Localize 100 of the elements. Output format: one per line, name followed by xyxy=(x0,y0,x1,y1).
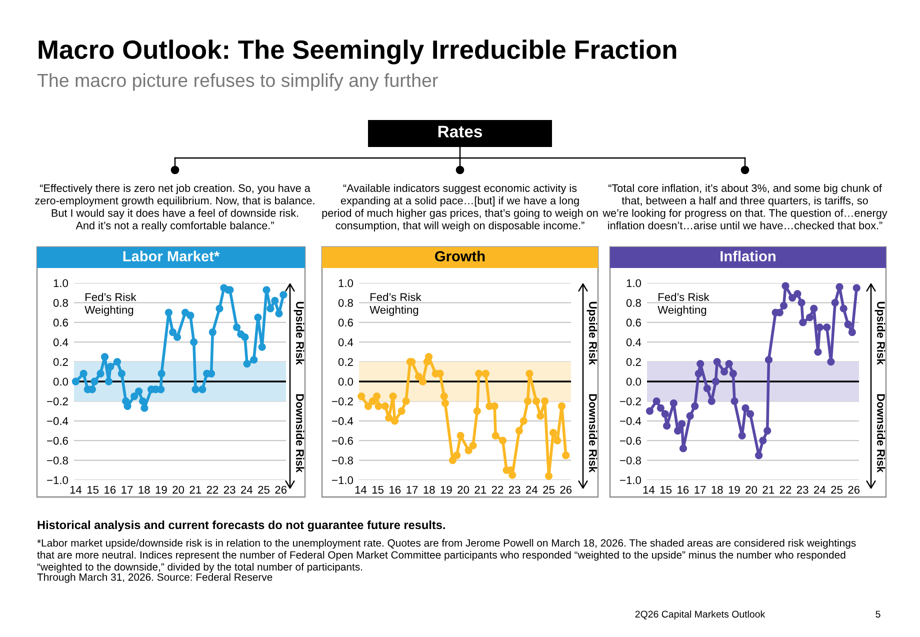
point xyxy=(271,296,279,305)
point xyxy=(746,410,754,418)
point xyxy=(708,397,716,406)
y-tick-label: −0.2 xyxy=(47,397,68,406)
point xyxy=(100,353,109,361)
point xyxy=(703,384,711,392)
y-tick-label: −0.2 xyxy=(620,397,641,406)
point xyxy=(280,291,288,299)
x-tick-label: 24 xyxy=(526,486,538,494)
point xyxy=(759,436,767,444)
point xyxy=(385,414,393,422)
y-tick-label: −1.0 xyxy=(47,476,68,484)
point xyxy=(827,358,835,366)
y-tick-label: 0.2 xyxy=(626,358,641,366)
annotation: Fed’s Risk Weighting xyxy=(370,292,422,316)
point xyxy=(250,356,258,364)
y-tick-label: 0.8 xyxy=(338,298,353,307)
point xyxy=(424,353,433,361)
y-tick-label: 0.6 xyxy=(626,318,641,327)
point xyxy=(840,304,848,312)
point xyxy=(262,286,270,294)
x-tick-label: 21 xyxy=(474,486,486,494)
x-tick-label: 16 xyxy=(390,486,401,494)
x-tick-label: 22 xyxy=(206,486,218,494)
x-tick-label: 22 xyxy=(780,486,792,494)
point xyxy=(389,392,397,400)
x-tick-label: 24 xyxy=(814,486,826,494)
text: Downside Risk xyxy=(589,394,598,473)
y-tick-label: 0.4 xyxy=(338,338,354,346)
point xyxy=(258,343,266,351)
point xyxy=(532,397,540,406)
point xyxy=(661,410,669,418)
point xyxy=(492,432,500,440)
point xyxy=(678,420,686,428)
point xyxy=(398,407,406,415)
y-tick-label: 0.4 xyxy=(53,338,68,346)
point xyxy=(831,298,839,307)
point xyxy=(713,358,721,366)
point xyxy=(490,402,498,410)
x-tick-label: 21 xyxy=(762,486,774,494)
text: Through March 31, 2026. Source: Federal Reserve xyxy=(37,573,272,583)
text: 5 xyxy=(876,610,880,618)
point xyxy=(646,407,654,415)
point xyxy=(241,333,249,341)
text: Upside Risk xyxy=(874,302,886,365)
x-tick-label: 26 xyxy=(275,486,287,494)
y-tick-label: −0.8 xyxy=(47,456,68,464)
text: 2Q26 Capital Markets Outlook xyxy=(635,610,766,620)
point xyxy=(275,310,283,318)
point xyxy=(674,426,682,435)
point xyxy=(852,284,860,292)
point xyxy=(526,370,534,378)
point xyxy=(368,397,376,406)
point xyxy=(418,378,427,386)
point xyxy=(742,404,750,412)
point xyxy=(663,422,671,430)
point xyxy=(729,370,737,378)
point xyxy=(364,402,372,410)
point xyxy=(764,426,772,435)
point xyxy=(192,386,200,394)
y-tick-label: −0.4 xyxy=(47,417,68,426)
point xyxy=(164,308,173,316)
point xyxy=(508,471,516,479)
x-tick-label: 19 xyxy=(440,486,452,494)
text: The macro picture refuses to simplify any further xyxy=(37,73,438,91)
x-tick-label: 22 xyxy=(492,486,504,494)
y-tick-label: −0.6 xyxy=(332,436,353,445)
y-tick-label: 0.2 xyxy=(53,358,68,366)
point xyxy=(764,356,773,364)
x-tick-label: 26 xyxy=(560,486,572,494)
point xyxy=(836,283,844,291)
x-tick-label: 14 xyxy=(70,486,82,494)
x-tick-label: 18 xyxy=(712,486,723,494)
point xyxy=(198,386,206,394)
point xyxy=(482,370,490,378)
x-tick-label: 16 xyxy=(678,486,689,494)
point xyxy=(372,392,381,400)
y-tick-label: −0.2 xyxy=(332,397,353,406)
point xyxy=(652,397,660,406)
point xyxy=(694,370,702,378)
point xyxy=(469,442,477,450)
x-tick-label: 16 xyxy=(104,486,116,494)
text: Macro Outlook: The Seemingly Irreducible Fraction xyxy=(38,40,676,64)
y-tick-label: 0.0 xyxy=(338,378,354,386)
chart-title: Growth xyxy=(435,250,485,262)
point xyxy=(254,314,262,322)
point xyxy=(374,402,382,410)
point xyxy=(788,294,796,302)
x-tick-label: 25 xyxy=(543,486,554,494)
point xyxy=(798,298,806,307)
y-tick-label: −0.4 xyxy=(620,417,642,426)
y-tick-label: 0.4 xyxy=(626,338,642,346)
point xyxy=(515,426,524,435)
point xyxy=(554,436,562,444)
point xyxy=(754,452,763,460)
x-tick-label: 19 xyxy=(728,486,740,494)
x-tick-label: 26 xyxy=(848,486,860,494)
text: Upside Risk xyxy=(586,302,598,365)
text: Rates xyxy=(438,126,482,138)
x-tick-label: 24 xyxy=(241,486,253,494)
